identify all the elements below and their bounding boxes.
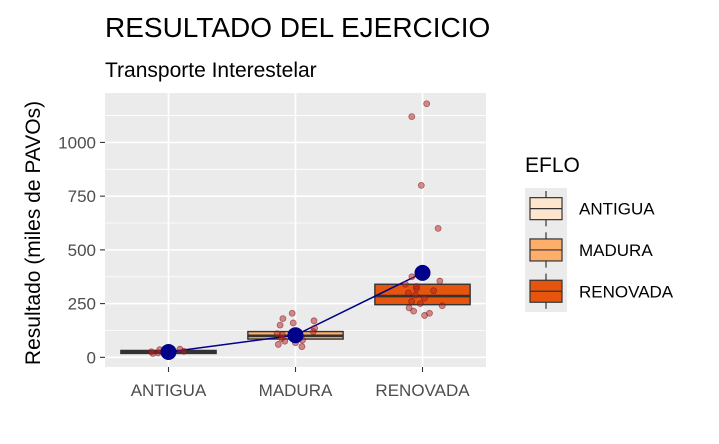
y-tick-label: 250 [68,295,96,314]
data-point-renovada [434,224,442,232]
data-point-antigua [176,345,184,353]
chart-subtitle: Transporte Interestelar [105,59,317,82]
data-point-madura [274,341,282,348]
legend-label-antigua: ANTIGUA [579,200,655,219]
data-point-renovada [413,283,420,290]
mean-point-madura [287,327,304,344]
data-point-madura [273,330,281,338]
data-point-madura [289,319,297,327]
data-point-madura [311,324,318,332]
data-point-madura [279,315,287,323]
mean-point-renovada [414,264,431,281]
data-point-renovada [417,182,425,189]
data-point-renovada [436,277,444,285]
y-tick-label: 750 [68,187,96,206]
y-tick-label: 1000 [58,133,96,152]
y-tick-label: 0 [87,348,96,367]
legend-label-renovada: RENOVADA [579,282,674,301]
data-point-madura [310,317,318,325]
x-tick-label: MADURA [259,381,333,400]
data-point-madura [276,321,284,329]
data-point-renovada [408,298,416,305]
data-point-renovada [423,100,431,108]
y-tick-label: 500 [68,241,96,260]
data-point-madura [298,343,306,350]
x-tick-label: RENOVADA [375,381,470,400]
data-point-renovada [402,280,409,288]
data-point-renovada [438,302,446,310]
data-point-renovada [412,291,420,299]
chart-title: RESULTADO DEL EJERCICIO [105,12,490,43]
legend-label-madura: MADURA [579,241,653,260]
x-tick-label: ANTIGUA [131,381,207,400]
legend: ANTIGUA MADURA RENOVADA [529,191,674,309]
data-point-renovada [405,289,412,297]
data-point-renovada [408,273,416,281]
mean-point-antigua [160,343,177,360]
data-point-renovada [410,307,417,315]
data-point-antigua [147,348,155,356]
mean-points [160,264,431,360]
data-point-madura [288,309,296,317]
y-axis-label: Resultado (miles de PAVOs) [22,101,45,365]
data-point-renovada [430,287,437,295]
data-point-renovada [421,294,428,302]
data-point-renovada [416,300,424,308]
x-axis-ticks: ANTIGUA MADURA RENOVADA [131,367,470,400]
data-point-renovada [426,309,433,317]
legend-title: EFLO [525,154,580,177]
y-axis-ticks: 0 250 500 750 1000 [58,133,105,367]
data-point-renovada [408,113,416,121]
data-point-renovada [405,304,413,312]
